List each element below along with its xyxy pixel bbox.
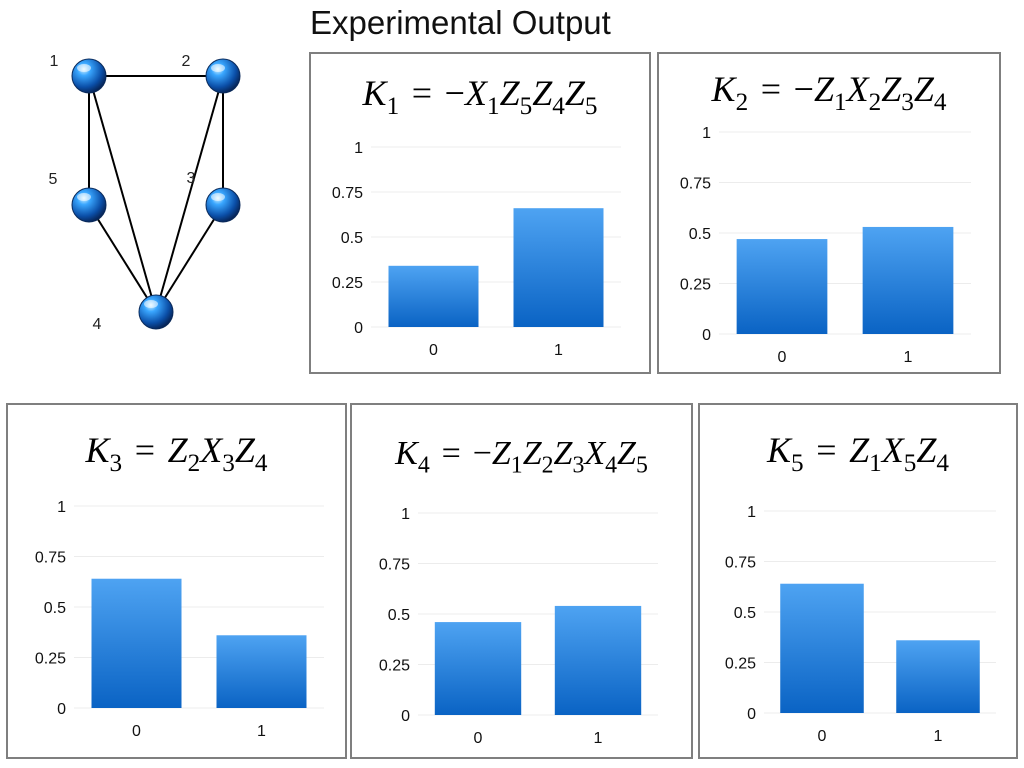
graph-node — [205, 187, 241, 223]
bar — [736, 239, 828, 334]
bar-chart: 0 0.25 0.5 0.75 1 0 1 — [35, 499, 324, 740]
chart-title: K1 = −X1Z5Z4Z5 — [362, 73, 598, 120]
x-tick-label: 1 — [934, 728, 943, 745]
bar — [554, 605, 642, 715]
y-tick-label: 0 — [354, 320, 363, 337]
bar — [896, 640, 980, 713]
graph-node-label: 3 — [187, 170, 196, 187]
bar — [513, 208, 604, 327]
chart-panel-k2: K2 = −Z1X2Z3Z4 0 0.25 0.5 0.75 1 0 1 — [657, 52, 1001, 374]
y-tick-label: 0.75 — [379, 557, 410, 574]
y-tick-label: 1 — [747, 504, 756, 521]
y-tick-label: 0.25 — [725, 656, 756, 673]
graph-node-label: 4 — [93, 316, 102, 333]
bar-chart: 0 0.25 0.5 0.75 1 0 1 — [680, 125, 971, 366]
bar — [216, 635, 307, 708]
chart-panel-k1: K1 = −X1Z5Z4Z5 0 0.25 0.5 0.75 1 0 1 — [309, 52, 651, 374]
x-tick-label: 1 — [257, 723, 266, 740]
chart-title: K4 = −Z1Z2Z3X4Z5 — [395, 435, 648, 479]
graph-edge — [88, 204, 157, 313]
y-tick-label: 1 — [401, 506, 410, 523]
chart-panel-k5: K5 = Z1X5Z4 0 0.25 0.5 0.75 1 0 1 — [698, 403, 1018, 759]
x-tick-label: 0 — [778, 349, 787, 366]
chart-title: K2 = −Z1X2Z3Z4 — [711, 69, 947, 116]
x-tick-label: 1 — [904, 349, 913, 366]
y-tick-label: 0.25 — [379, 658, 410, 675]
y-tick-label: 0.75 — [725, 555, 756, 572]
graph-node — [138, 294, 174, 330]
graph-node — [71, 187, 107, 223]
y-tick-label: 0.5 — [44, 600, 66, 617]
graph-node — [205, 58, 241, 94]
y-tick-label: 0.5 — [689, 226, 711, 243]
x-tick-label: 0 — [429, 342, 438, 359]
y-tick-label: 0.75 — [680, 176, 711, 193]
graph-node-highlight — [211, 193, 225, 201]
y-tick-label: 0 — [747, 706, 756, 723]
y-tick-label: 0 — [57, 701, 66, 718]
y-tick-label: 0.25 — [332, 275, 363, 292]
x-tick-label: 1 — [594, 730, 603, 747]
bar-chart: 0 0.25 0.5 0.75 1 0 1 — [725, 504, 996, 745]
graph-edge — [155, 204, 224, 313]
y-tick-label: 0 — [401, 708, 410, 725]
chart-title: K5 = Z1X5Z4 — [767, 430, 949, 477]
chart-panel-k3: K3 = Z2X3Z4 0 0.25 0.5 0.75 1 0 1 — [6, 403, 347, 759]
x-tick-label: 1 — [554, 342, 563, 359]
graph-node-label: 5 — [49, 171, 58, 188]
graph-node — [71, 58, 107, 94]
y-tick-label: 0.25 — [680, 277, 711, 294]
graph-nodes: 1 2 3 4 5 — [49, 53, 241, 333]
chart-title: K3 = Z2X3Z4 — [85, 430, 268, 477]
bar-chart: 0 0.25 0.5 0.75 1 0 1 — [332, 140, 621, 359]
bar-chart: 0 0.25 0.5 0.75 1 0 1 — [379, 506, 658, 747]
x-tick-label: 0 — [474, 730, 483, 747]
graph-node-highlight — [77, 64, 91, 72]
y-tick-label: 0.75 — [35, 550, 66, 567]
bar — [91, 578, 182, 708]
y-tick-label: 1 — [57, 499, 66, 516]
bar — [862, 226, 954, 334]
bar — [780, 583, 864, 713]
page-title: Experimental Output — [310, 4, 611, 41]
graph-node-label: 1 — [50, 53, 59, 70]
y-tick-label: 0.75 — [332, 185, 363, 202]
y-tick-label: 0.5 — [341, 230, 363, 247]
bar — [388, 265, 479, 327]
graph-node-label: 2 — [182, 53, 191, 70]
graph-diagram: 1 2 3 4 5 — [49, 53, 241, 333]
chart-panel-k4: K4 = −Z1Z2Z3X4Z5 0 0.25 0.5 0.75 1 0 1 — [350, 403, 693, 759]
y-tick-label: 0.5 — [734, 605, 756, 622]
graph-edge — [88, 75, 157, 313]
y-tick-label: 0.5 — [388, 607, 410, 624]
y-tick-label: 0 — [702, 327, 711, 344]
bar — [434, 622, 522, 715]
graph-node-highlight — [144, 300, 158, 308]
y-tick-label: 0.25 — [35, 651, 66, 668]
y-tick-label: 1 — [702, 125, 711, 142]
graph-node-highlight — [77, 193, 91, 201]
x-tick-label: 0 — [132, 723, 141, 740]
graph-edge — [155, 75, 224, 313]
graph-edges — [88, 75, 224, 313]
y-tick-label: 1 — [354, 140, 363, 157]
graph-node-highlight — [211, 64, 225, 72]
x-tick-label: 0 — [818, 728, 827, 745]
